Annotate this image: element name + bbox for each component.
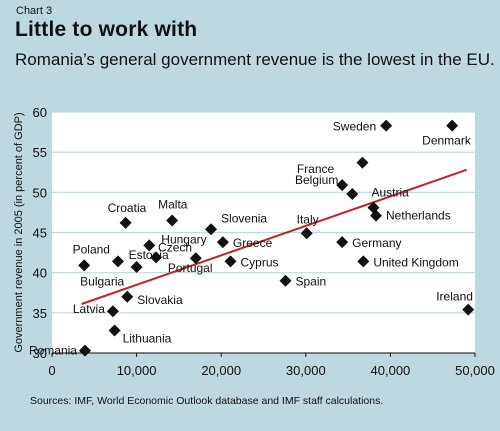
point-label-belgium: Belgium	[295, 173, 338, 187]
point-label-croatia: Croatia	[108, 201, 147, 215]
point-marker-estonia	[130, 261, 143, 274]
point-label-cyprus: Cyprus	[241, 255, 279, 269]
point-marker-poland	[111, 255, 124, 268]
point-marker-malta	[166, 214, 179, 227]
point-label-lithuania: Lithuania	[123, 332, 172, 346]
point-marker-united-kingdom	[357, 255, 370, 268]
chart-subtitle: Romania’s general government revenue is …	[15, 50, 495, 69]
point-label-united-kingdom: United Kingdom	[373, 255, 458, 269]
point-marker-hungary	[143, 239, 156, 252]
point-marker-italy	[300, 227, 313, 240]
point-marker-denmark	[446, 119, 459, 132]
point-label-portugal: Portugal	[168, 261, 213, 275]
y-tick-label: 30	[33, 346, 47, 361]
point-label-spain: Spain	[295, 275, 326, 289]
point-marker-spain	[279, 274, 292, 287]
x-tick-label: 50,000	[455, 363, 495, 378]
y-tick-label: 60	[33, 105, 47, 120]
point-label-greece: Greece	[233, 236, 273, 250]
trend-line	[81, 168, 467, 305]
source-note: Sources: IMF, World Economic Outlook dat…	[30, 395, 384, 407]
point-marker-belgium	[346, 187, 359, 200]
y-tick-label: 55	[33, 145, 47, 160]
point-marker-lithuania	[108, 324, 121, 337]
point-marker-france	[336, 179, 349, 192]
y-tick-label: 40	[33, 266, 47, 281]
point-marker-portugal	[189, 252, 202, 265]
point-marker-ireland	[462, 303, 475, 316]
point-label-denmark: Denmark	[422, 134, 472, 148]
point-label-austria: Austria	[371, 186, 409, 200]
point-label-slovakia: Slovakia	[137, 293, 183, 307]
point-marker-sweden	[356, 156, 369, 169]
x-tick-label: 40,000	[371, 363, 411, 378]
point-label-latvia: Latvia	[73, 302, 105, 316]
point-label-netherlands: Netherlands	[386, 209, 451, 223]
chart-number-label: Chart 3	[16, 5, 53, 17]
point-label-romania: Romania	[29, 344, 77, 358]
point-marker-croatia	[119, 216, 132, 229]
x-tick-label: 10,000	[117, 363, 157, 378]
point-marker-netherlands	[370, 209, 383, 222]
point-label-italy: Italy	[297, 212, 319, 226]
point-label-ireland: Ireland	[436, 290, 473, 304]
point-marker-czech	[150, 251, 163, 264]
point-marker-slovenia	[205, 223, 218, 236]
x-tick-label: 0	[48, 363, 55, 378]
point-marker-romania	[78, 344, 91, 357]
y-axis-title: Government revenue in 2005 (in percent o…	[13, 112, 25, 352]
point-label-malta: Malta	[158, 197, 188, 211]
chart-title: Little to work with	[15, 18, 198, 41]
y-tick-label: 35	[33, 306, 47, 321]
point-label-germany: Germany	[352, 236, 401, 250]
point-label-poland: Poland	[73, 242, 110, 256]
point-marker-slovakia	[121, 290, 134, 303]
y-tick-label: 50	[33, 185, 47, 200]
point-label-hungary: Hungary	[161, 232, 206, 246]
point-marker-germany	[336, 236, 349, 249]
x-tick-label: 30,000	[286, 363, 326, 378]
point-label-slovenia: Slovenia	[221, 211, 267, 225]
point-marker-bulgaria	[78, 259, 91, 272]
point-marker-greece	[216, 236, 229, 249]
point-label-sweden: Sweden	[333, 120, 376, 134]
point-marker-latvia	[106, 305, 119, 318]
point-label-bulgaria: Bulgaria	[80, 274, 124, 288]
y-tick-label: 45	[33, 226, 47, 241]
x-tick-label: 20,000	[201, 363, 241, 378]
point-marker-sweden	[380, 119, 393, 132]
point-marker-cyprus	[224, 255, 237, 268]
point-label-france: France	[297, 162, 335, 176]
point-label-czech: Czech	[158, 240, 192, 254]
